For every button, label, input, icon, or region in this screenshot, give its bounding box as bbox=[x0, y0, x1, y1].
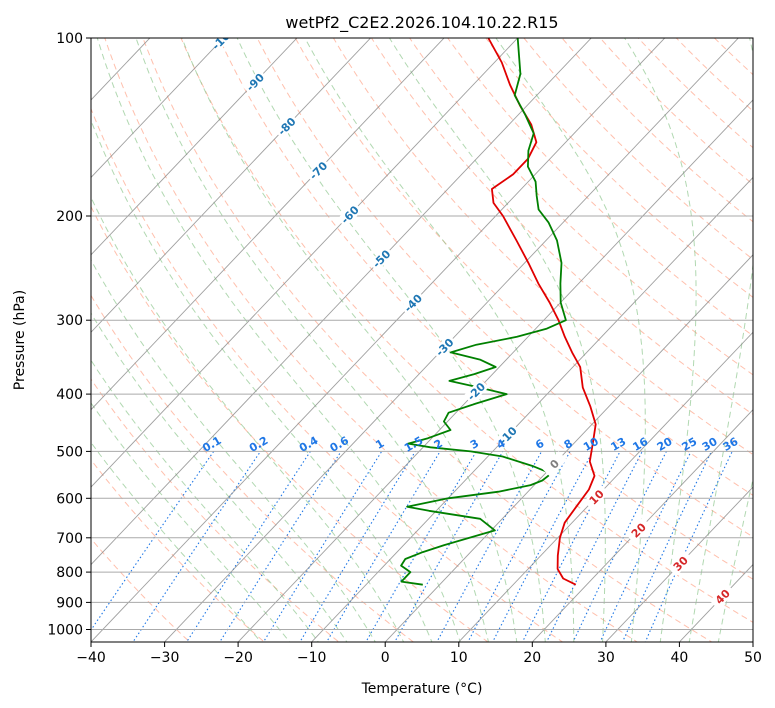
moist-adiabat-line bbox=[717, 476, 753, 642]
isotherm-label-background bbox=[709, 583, 736, 610]
y-tick-label: 100 bbox=[56, 31, 83, 47]
y-axis-label: Pressure (hPa) bbox=[12, 290, 28, 390]
dry-adiabat-line bbox=[91, 537, 191, 642]
dewpoint-line bbox=[400, 38, 567, 586]
dry-adiabat-line bbox=[218, 38, 753, 580]
dry-adiabat-line bbox=[485, 38, 753, 298]
isotherm-line bbox=[91, 38, 298, 256]
y-tick-label: 400 bbox=[56, 387, 83, 403]
moist-adiabat-line bbox=[135, 38, 489, 642]
temperature-line bbox=[487, 38, 597, 586]
isotherm-line bbox=[91, 38, 666, 642]
x-tick-label: 50 bbox=[744, 650, 762, 666]
dry-adiabat-line bbox=[91, 378, 340, 642]
isotherm-label-background bbox=[463, 378, 489, 405]
dry-adiabat-line bbox=[142, 38, 713, 642]
isotherm-label-background bbox=[273, 113, 300, 140]
x-tick-label: −20 bbox=[223, 650, 253, 666]
isotherm-label-background bbox=[625, 517, 652, 544]
isotherm-line bbox=[605, 486, 753, 642]
isotherm-line bbox=[384, 254, 753, 642]
y-axis: 100 200 300 400 500 600 700 800 900 1000 bbox=[47, 31, 91, 639]
isotherm-line bbox=[91, 38, 225, 179]
isotherm-label-background bbox=[210, 38, 237, 51]
moist-adiabat-line bbox=[236, 38, 546, 642]
isotherm-label-background bbox=[667, 550, 694, 577]
isotherm-line bbox=[91, 38, 519, 488]
isotherm-label-background bbox=[583, 484, 610, 510]
y-tick-label: 1000 bbox=[47, 623, 83, 639]
plot-area: -100-90-80-70-60-50-40-30-20-10010203040… bbox=[91, 38, 753, 642]
isotherm-line bbox=[531, 409, 753, 642]
dry-adiabat-line bbox=[370, 38, 753, 415]
dry-adiabat-line bbox=[104, 38, 639, 642]
isotherm-line bbox=[310, 176, 753, 642]
dry-adiabats bbox=[91, 38, 753, 642]
y-tick-label: 200 bbox=[56, 209, 83, 225]
isotherm-label-background bbox=[431, 334, 458, 360]
y-tick-label: 300 bbox=[56, 313, 83, 329]
chart-title: wetPf2_C2E2.2026.104.10.22.R15 bbox=[285, 13, 558, 33]
moist-adiabat-line bbox=[91, 441, 262, 642]
y-tick-label: 500 bbox=[56, 444, 83, 460]
isotherm-label-background bbox=[337, 201, 363, 228]
moist-adiabat-line bbox=[688, 38, 753, 642]
dry-adiabat-line bbox=[256, 38, 753, 538]
isotherm-line bbox=[163, 38, 739, 642]
x-tick-label: −30 bbox=[150, 650, 180, 666]
pressure-gridlines bbox=[91, 38, 753, 630]
dry-adiabat-line bbox=[294, 38, 753, 496]
dry-adiabat-line bbox=[91, 458, 266, 642]
x-tick-label: 10 bbox=[450, 650, 468, 666]
x-axis: −40 −30 −20 −10 0 10 20 30 40 50 bbox=[76, 642, 762, 666]
isotherm-label-background bbox=[541, 451, 568, 477]
isotherm-label-background bbox=[400, 290, 426, 316]
x-tick-label: −40 bbox=[76, 650, 106, 666]
plot-frame bbox=[90, 37, 754, 643]
y-tick-label: 900 bbox=[56, 595, 83, 611]
y-tick-label: 700 bbox=[56, 531, 83, 547]
isotherm-line bbox=[91, 38, 592, 566]
moist-adiabat-line bbox=[91, 196, 405, 642]
dry-adiabat-line bbox=[180, 38, 753, 623]
dry-adiabat-line bbox=[91, 107, 564, 642]
isotherm-label-background bbox=[495, 422, 521, 449]
moist-adiabat-line bbox=[624, 38, 697, 642]
x-tick-label: 0 bbox=[381, 650, 390, 666]
x-tick-label: 40 bbox=[670, 650, 688, 666]
isotherm-label-background bbox=[305, 157, 332, 184]
isotherm-line bbox=[91, 38, 445, 411]
y-tick-label: 800 bbox=[56, 565, 83, 581]
moist-adiabat-line bbox=[91, 312, 348, 642]
x-tick-label: 20 bbox=[523, 650, 541, 666]
x-tick-label: 30 bbox=[597, 650, 615, 666]
isotherm-label-background bbox=[368, 246, 395, 272]
x-tick-label: −10 bbox=[297, 650, 327, 666]
moist-adiabat-line bbox=[304, 38, 575, 642]
x-axis-label: Temperature (°C) bbox=[361, 681, 483, 697]
y-tick-label: 600 bbox=[56, 491, 83, 507]
isotherm-label-background bbox=[242, 69, 268, 95]
sounding-series bbox=[400, 38, 597, 586]
dry-adiabat-line bbox=[332, 38, 753, 456]
